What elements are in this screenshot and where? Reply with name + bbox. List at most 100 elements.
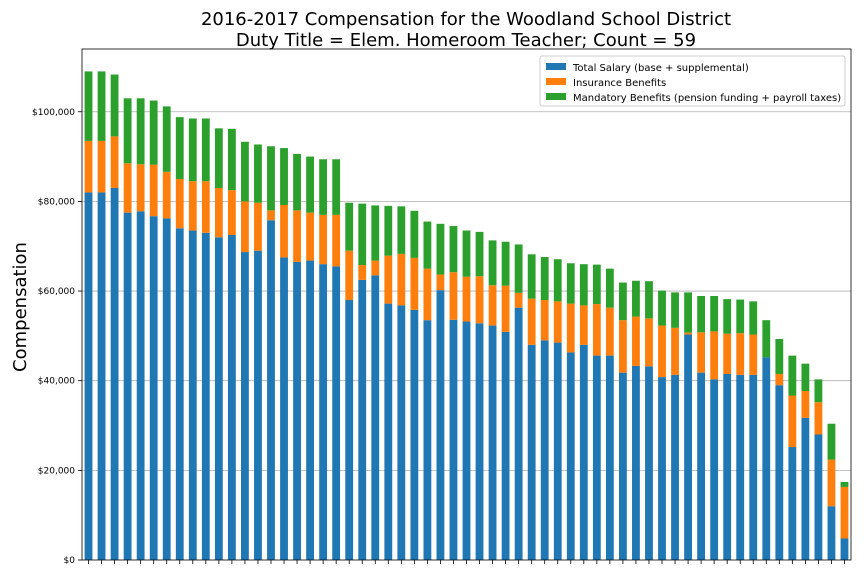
bar-segment-insurance <box>618 320 627 373</box>
bar-segment-insurance <box>814 402 823 435</box>
y-tick-label: $0 <box>64 556 76 566</box>
bar-segment-mandatory <box>527 254 536 299</box>
legend-box <box>539 55 846 107</box>
bar-segment-mandatory <box>710 295 719 332</box>
bar-segment-salary <box>514 307 523 560</box>
bar-segment-insurance <box>306 212 315 261</box>
bar-segment-mandatory <box>423 221 432 269</box>
bar-segment-mandatory <box>371 205 380 261</box>
bar-segment-insurance <box>254 202 262 251</box>
bar-segment-salary <box>658 377 666 560</box>
bar-segment-mandatory <box>501 241 510 286</box>
bar-segment-salary <box>201 232 210 560</box>
bar-segment-insurance <box>658 325 666 378</box>
bar-segment-salary <box>605 355 614 560</box>
bar-segment-insurance <box>514 292 523 308</box>
bar-segment-insurance <box>449 272 458 320</box>
bar-segment-insurance <box>123 163 132 213</box>
bar-segment-salary <box>684 334 692 560</box>
bar-segment-mandatory <box>136 98 145 165</box>
bar-segment-mandatory <box>592 264 601 305</box>
legend-entry-label: Mandatory Benefits (pension funding + pa… <box>573 93 841 104</box>
bar-segment-mandatory <box>671 292 679 328</box>
bar-segment-mandatory <box>214 128 223 188</box>
bar-segment-salary <box>110 187 119 560</box>
bar-segment-salary <box>579 344 588 560</box>
y-tick-label: $20,000 <box>38 466 75 476</box>
bar-segment-mandatory <box>97 71 106 141</box>
bar-segment-mandatory <box>188 118 197 182</box>
bar-segment-insurance <box>749 334 758 375</box>
bar-segment-mandatory <box>540 256 549 301</box>
bar-segment-salary <box>788 447 797 560</box>
bar-segment-salary <box>475 323 484 560</box>
bar-segment-mandatory <box>123 98 132 164</box>
bar-segment-mandatory <box>697 295 706 333</box>
bar-segment-salary <box>332 266 341 560</box>
bar-segment-salary <box>293 261 301 560</box>
bar-segment-mandatory <box>332 159 341 215</box>
bar-segment-insurance <box>723 333 732 374</box>
bar-segment-mandatory <box>475 231 484 277</box>
bar-segment-insurance <box>319 214 328 265</box>
bar-segment-insurance <box>475 276 484 324</box>
bar-segment-mandatory <box>684 292 692 333</box>
bar-segment-salary <box>449 319 458 560</box>
bar-segment-insurance <box>697 332 706 373</box>
bar-segment-salary <box>84 192 93 560</box>
bar-segment-insurance <box>384 255 393 304</box>
bar-segment-insurance <box>423 268 432 321</box>
bar-segment-salary <box>632 365 640 560</box>
bar-segment-insurance <box>566 303 575 353</box>
bar-segment-mandatory <box>658 290 666 326</box>
bar-segment-insurance <box>775 373 784 386</box>
bar-segment-mandatory <box>605 268 614 308</box>
bar-segment-insurance <box>332 214 341 267</box>
bar-segment-insurance <box>592 304 601 356</box>
bar-segment-salary <box>462 321 471 560</box>
bar-segment-salary <box>501 331 510 560</box>
legend-swatch <box>546 93 566 100</box>
bar-segment-insurance <box>201 181 210 233</box>
bar-segment-salary <box>280 257 288 560</box>
bar-segment-insurance <box>241 201 249 253</box>
bar-segment-mandatory <box>201 118 210 182</box>
bar-segment-insurance <box>371 260 380 276</box>
bar-segment-salary <box>345 300 354 560</box>
bar-segment-mandatory <box>449 226 458 273</box>
bars <box>84 71 849 561</box>
bar-segment-mandatory <box>762 320 771 358</box>
bar-segment-salary <box>540 340 549 560</box>
bar-segment-mandatory <box>241 141 249 202</box>
bar-segment-insurance <box>501 285 510 332</box>
bar-segment-insurance <box>136 164 145 212</box>
bar-segment-insurance <box>462 276 471 322</box>
bar-segment-salary <box>488 325 497 560</box>
y-axis-label: Compensation <box>10 242 31 372</box>
chart-title-line-1: 2016-2017 Compensation for the Woodland … <box>201 9 731 30</box>
bar-segment-mandatory <box>827 423 836 460</box>
bar-segment-mandatory <box>566 263 575 304</box>
bar-segment-salary <box>553 342 562 560</box>
bar-segment-mandatory <box>384 205 393 256</box>
bar-segment-mandatory <box>397 206 406 254</box>
bar-segment-mandatory <box>267 146 275 211</box>
bar-segment-salary <box>775 385 784 560</box>
bar-segment-insurance <box>162 171 171 219</box>
legend-swatch <box>546 78 566 85</box>
chart-title-line-2: Duty Title = Elem. Homeroom Teacher; Cou… <box>236 30 696 51</box>
bar-segment-salary <box>319 264 328 560</box>
bar-segment-mandatory <box>462 230 471 277</box>
y-tick-label: $80,000 <box>38 197 75 207</box>
bar-segment-insurance <box>227 190 236 236</box>
bar-segment-insurance <box>188 181 197 231</box>
bar-segment-insurance <box>149 164 158 217</box>
bar-segment-salary <box>527 344 536 560</box>
bar-segment-mandatory <box>436 223 445 275</box>
bar-segment-mandatory <box>345 202 354 251</box>
bar-segment-insurance <box>632 316 640 366</box>
bar-segment-insurance <box>175 178 184 229</box>
bar-segment-salary <box>136 211 145 561</box>
bar-segment-salary <box>710 379 719 560</box>
bar-segment-salary <box>358 279 367 560</box>
